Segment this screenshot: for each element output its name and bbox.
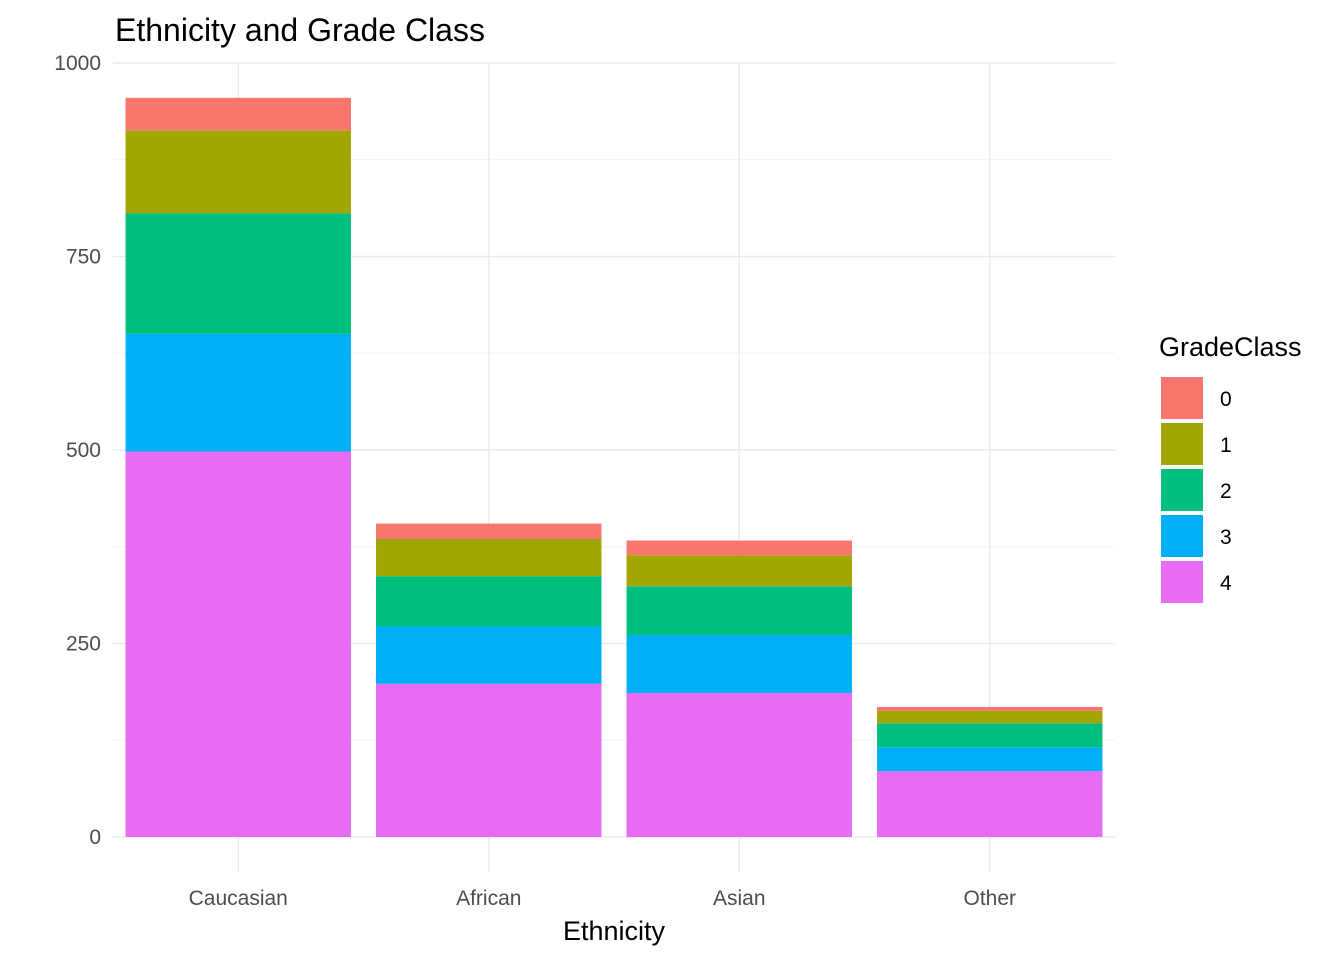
legend-key-4	[1161, 561, 1203, 603]
bar-segment-african-class-3	[376, 626, 602, 684]
bar-segment-african-class-4	[376, 683, 602, 837]
legend-label: 4	[1220, 572, 1232, 595]
legend-key-3	[1161, 515, 1203, 557]
bar-segment-caucasian-class-2	[125, 213, 351, 334]
x-axis-ticks: Caucasian African Asian Other	[189, 887, 1016, 910]
bar-segment-asian-class-3	[626, 634, 852, 694]
x-tick-label: Caucasian	[189, 887, 288, 910]
bar-segment-other-class-3	[877, 747, 1103, 772]
bar-segment-african-class-0	[376, 523, 602, 540]
y-tick-label: 250	[66, 633, 101, 656]
bar-segment-other-class-1	[877, 710, 1103, 724]
y-tick-label: 0	[89, 826, 101, 849]
bar-segment-asian-class-0	[626, 540, 852, 556]
legend-label: 3	[1220, 526, 1232, 549]
y-tick-label: 500	[66, 439, 101, 462]
legend-key-1	[1161, 423, 1203, 465]
bar-segment-african-class-1	[376, 539, 602, 577]
bar-segment-caucasian-class-4	[125, 451, 351, 837]
bar-segment-asian-class-2	[626, 586, 852, 635]
chart-title: Ethnicity and Grade Class	[115, 12, 485, 48]
bar-segment-caucasian-class-0	[125, 97, 351, 131]
x-tick-label: African	[456, 887, 521, 910]
bar-segment-caucasian-class-1	[125, 130, 351, 214]
x-axis-title: Ethnicity	[563, 916, 666, 946]
bars	[125, 97, 1103, 837]
bar-segment-other-class-0	[877, 706, 1103, 711]
bar-segment-african-class-2	[376, 576, 602, 627]
bar-segment-caucasian-class-3	[125, 333, 351, 452]
bar-segment-asian-class-4	[626, 693, 852, 837]
y-axis-ticks: 0 250 500 750 1000	[54, 52, 101, 849]
bar-segment-other-class-4	[877, 771, 1103, 837]
legend-label: 2	[1220, 480, 1232, 503]
legend-label: 0	[1220, 388, 1232, 411]
bar-segment-other-class-2	[877, 723, 1103, 748]
x-tick-label: Other	[963, 887, 1016, 910]
y-tick-label: 750	[66, 246, 101, 269]
legend-key-2	[1161, 469, 1203, 511]
legend-label: 1	[1220, 434, 1232, 457]
legend-key-0	[1161, 377, 1203, 419]
legend-title: GradeClass	[1159, 332, 1302, 362]
x-tick-label: Asian	[713, 887, 766, 910]
legend: GradeClass 0 1 2 3 4	[1159, 332, 1302, 603]
bar-segment-asian-class-1	[626, 555, 852, 587]
y-tick-label: 1000	[54, 52, 101, 75]
